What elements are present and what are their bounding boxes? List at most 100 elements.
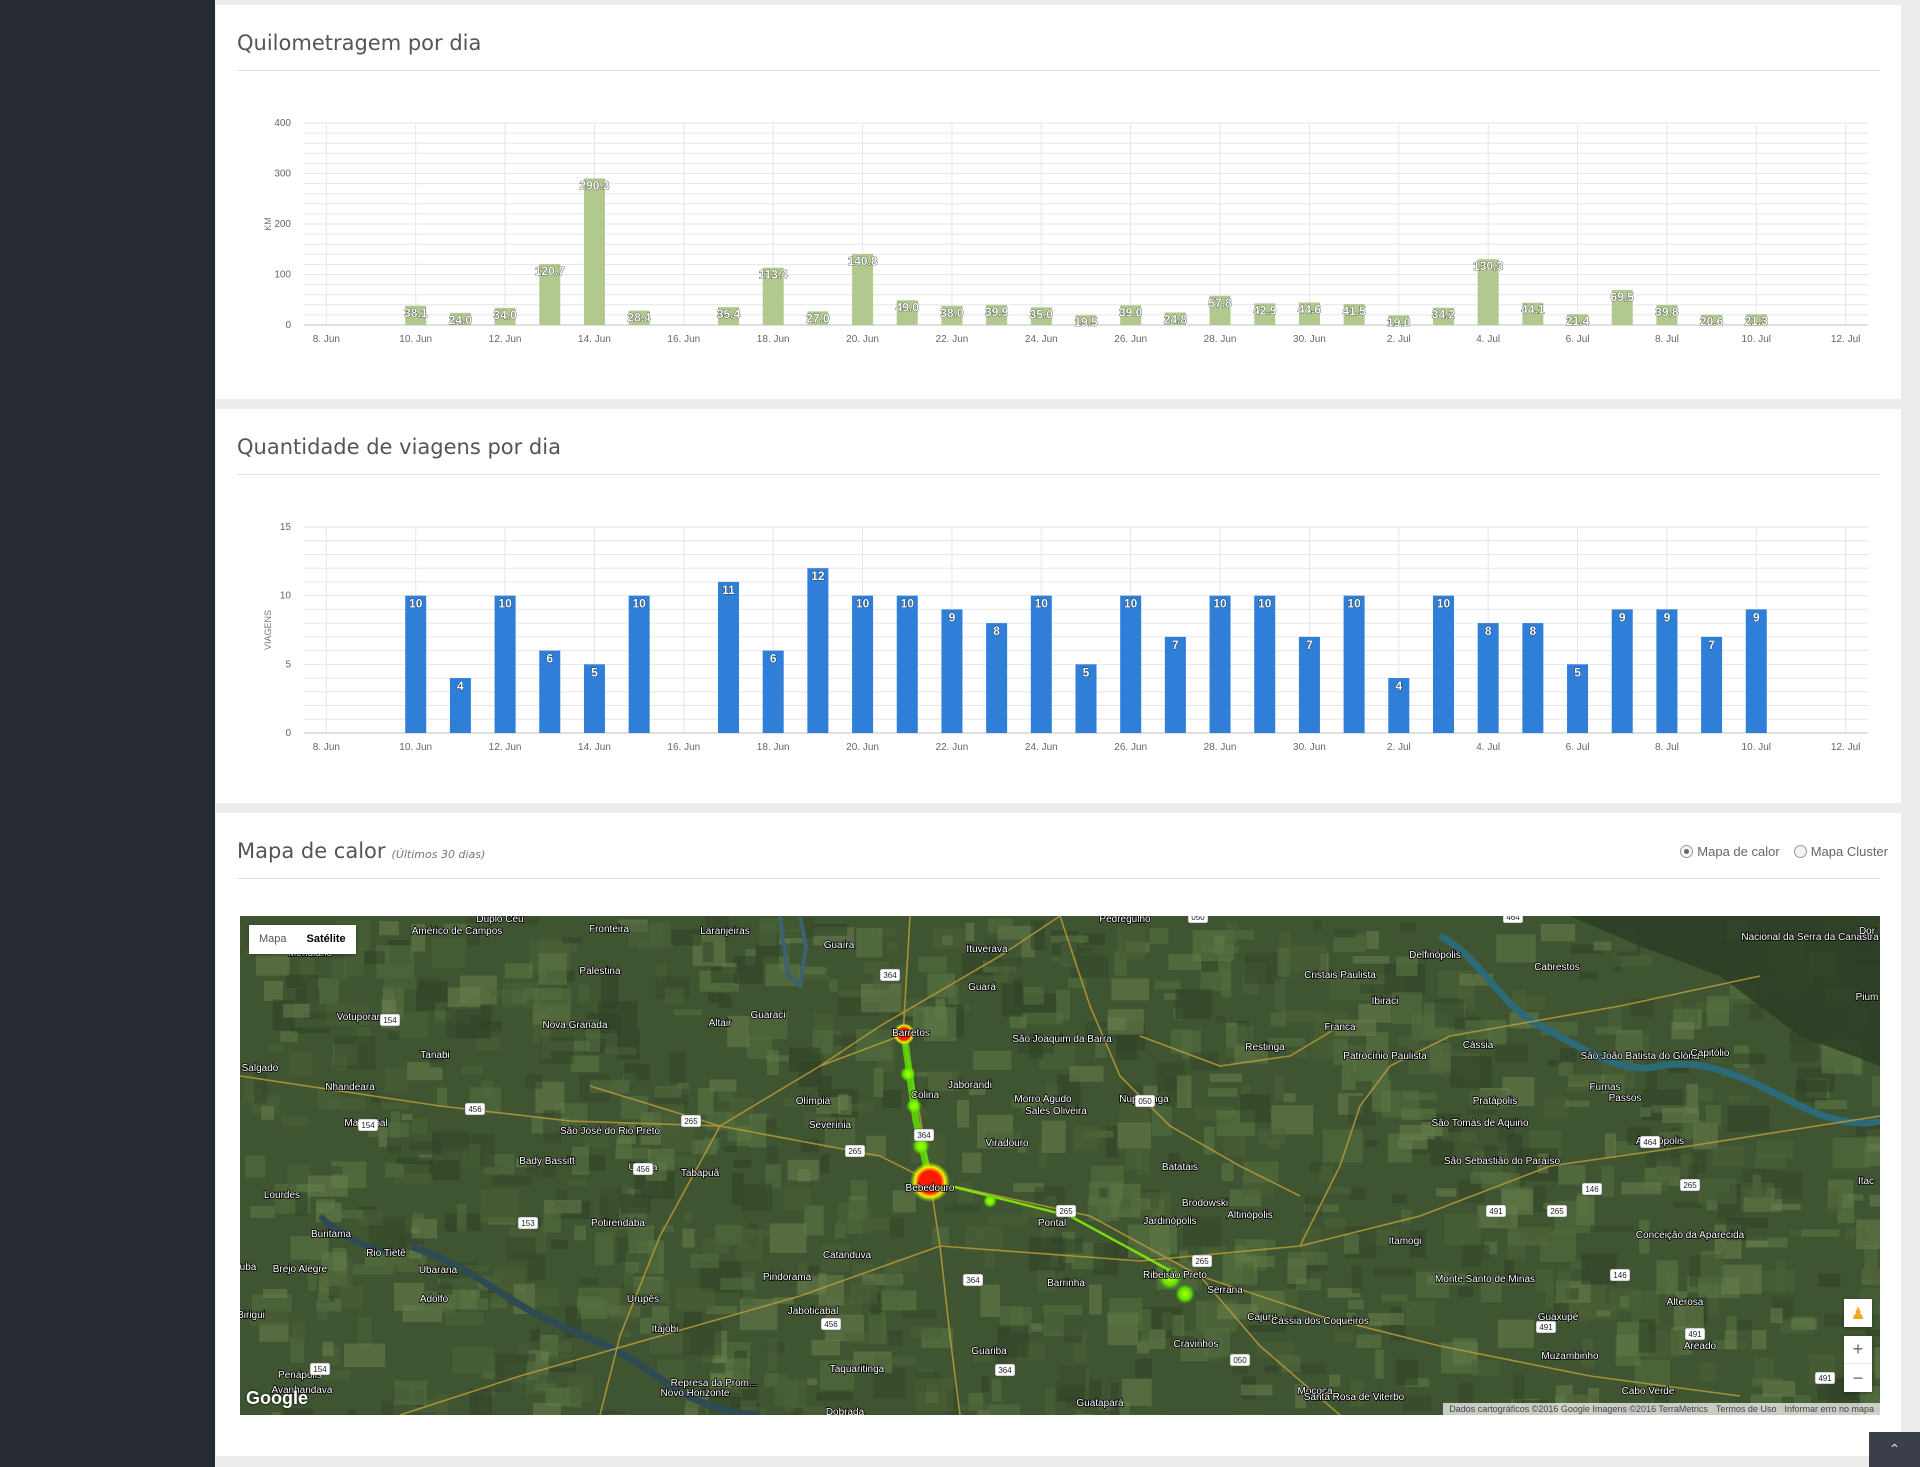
cluster-map-radio[interactable] — [1793, 845, 1807, 858]
map-field — [1545, 1283, 1555, 1307]
google-logo: Google — [246, 1388, 308, 1408]
trips-y-tick-label: 15 — [280, 522, 292, 533]
map-field — [1430, 1140, 1454, 1166]
map-field — [466, 917, 480, 946]
map-field — [965, 922, 975, 942]
map-field — [1557, 1271, 1571, 1303]
heat-map-option[interactable]: Mapa de calor — [1680, 844, 1780, 859]
map-field — [538, 953, 567, 985]
map-field — [589, 1080, 630, 1094]
map-field — [821, 1244, 850, 1272]
map-type-satellite-button[interactable]: Satélite — [306, 933, 346, 945]
map-field — [1256, 1342, 1294, 1357]
map-field — [318, 1276, 329, 1301]
map-field — [870, 1292, 881, 1315]
map-field — [371, 1091, 381, 1103]
map-field — [732, 1366, 746, 1390]
map-place-label: Guaraci — [750, 1010, 785, 1021]
map-field — [1409, 1230, 1426, 1258]
pegman-control[interactable]: ♟ — [1844, 1299, 1872, 1327]
map-place-label: Buritama — [311, 1229, 351, 1240]
map-place-label: Ituverava — [966, 944, 1008, 955]
map-field — [411, 1118, 428, 1135]
map-type-map-button[interactable]: Mapa — [259, 933, 287, 945]
map-field — [803, 1112, 831, 1128]
map-field — [807, 1378, 818, 1386]
map-place-label: Altair — [709, 1018, 732, 1029]
map-field — [579, 1278, 599, 1286]
map-field — [1673, 1299, 1704, 1331]
map-field — [850, 1180, 868, 1200]
map-field — [1507, 1134, 1523, 1166]
map-field — [432, 1131, 469, 1152]
map-field — [1149, 1329, 1166, 1349]
map-field — [1375, 1349, 1384, 1379]
km-y-tick-label: 300 — [274, 169, 291, 180]
map-place-label: Catanduva — [823, 1250, 872, 1261]
map-field — [1295, 1384, 1307, 1409]
map-field — [394, 982, 403, 1010]
map-field — [1349, 1187, 1366, 1201]
km-data-label: 34.0 — [493, 308, 517, 322]
map-field — [1471, 1359, 1501, 1377]
map-field — [436, 1394, 448, 1415]
trips-data-label: 10 — [632, 597, 646, 611]
map-field — [256, 954, 290, 976]
cluster-map-option[interactable]: Mapa Cluster — [1793, 844, 1888, 859]
map-field — [981, 1376, 990, 1392]
map-field — [808, 1266, 819, 1277]
map-field — [684, 1406, 699, 1415]
map-field — [676, 1083, 690, 1095]
zoom-out-button[interactable]: − — [1852, 1368, 1864, 1388]
map-field — [769, 1223, 807, 1253]
map-field — [1239, 1094, 1271, 1123]
map-field — [1129, 1413, 1162, 1415]
map-field — [316, 1199, 335, 1213]
map-field — [1593, 941, 1612, 951]
map-field — [364, 950, 385, 964]
map-field — [1161, 1312, 1173, 1331]
heat-spot — [1175, 1284, 1195, 1304]
map-field — [517, 1344, 530, 1356]
map-field — [738, 1406, 766, 1415]
zoom-in-button[interactable]: + — [1844, 1336, 1872, 1364]
terms-link[interactable]: Termos de Uso — [1715, 1404, 1777, 1414]
map-field — [1697, 1179, 1737, 1204]
map-road — [399, 1245, 941, 1415]
map-field — [1224, 1135, 1246, 1157]
map-field — [1319, 1164, 1334, 1183]
report-error-link[interactable]: Informar erro no mapa — [1784, 1404, 1874, 1414]
map-field — [986, 1131, 1021, 1146]
map-field — [1770, 1308, 1783, 1324]
trips-data-label: 4 — [1395, 679, 1402, 693]
map-field — [1327, 1288, 1361, 1298]
map-place-label: Nova Granada — [542, 1020, 607, 1031]
map-river-tiete — [408, 1242, 761, 1415]
scroll-top-button[interactable]: ⌃ — [1869, 1432, 1920, 1467]
map-field — [429, 1056, 444, 1068]
heat-spot — [900, 1066, 916, 1082]
km-x-tick-label: 2. Jul — [1387, 334, 1411, 345]
heat-map-radio[interactable] — [1680, 845, 1694, 858]
map-field — [1373, 1267, 1415, 1277]
map-field — [1594, 1026, 1622, 1035]
map-field — [650, 920, 671, 944]
trips-bar — [1477, 623, 1499, 733]
map-field — [1775, 1259, 1786, 1293]
map-field — [710, 967, 738, 983]
map-road — [929, 1180, 1201, 1277]
map-field — [1401, 1306, 1412, 1313]
map-field — [283, 1003, 310, 1018]
map-place-label: São José do Rio Preto — [560, 1126, 660, 1137]
map-place-label: Lourdes — [264, 1190, 300, 1201]
map-field — [533, 1402, 561, 1415]
map-field — [1434, 999, 1464, 1028]
map-field — [1495, 1043, 1528, 1062]
map-place-label: Barretos — [892, 1028, 930, 1039]
map-field — [1497, 1319, 1534, 1348]
trips-bar — [449, 678, 471, 733]
trips-title-divider — [237, 474, 1880, 475]
road-shield — [1055, 1204, 1077, 1218]
